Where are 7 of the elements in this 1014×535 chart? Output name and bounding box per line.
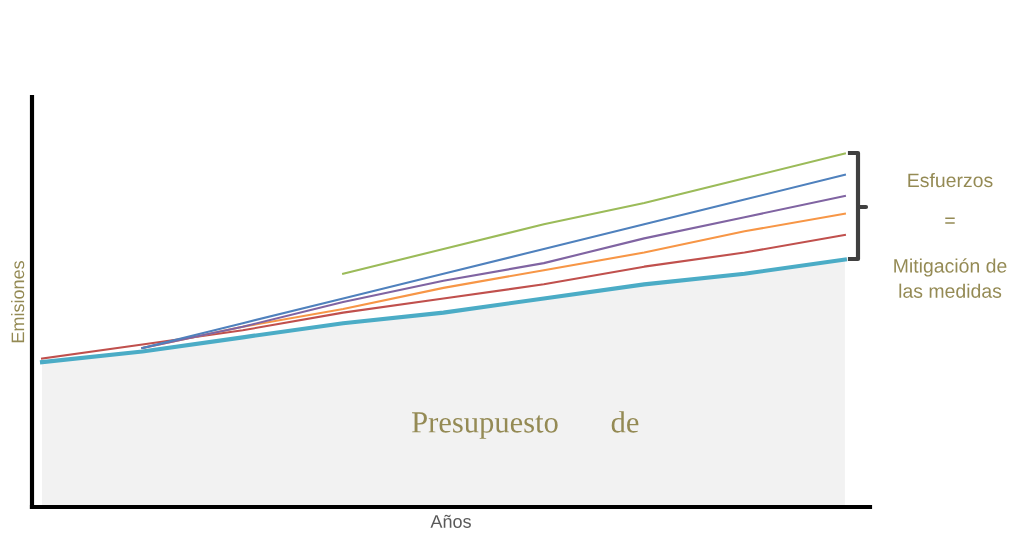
annotation: de xyxy=(611,411,639,433)
text: Esfuerzos xyxy=(908,172,993,188)
text: Mitigación de las medidas xyxy=(894,258,1007,298)
text: = xyxy=(945,217,955,224)
y-axis-title: Emisiones xyxy=(11,261,25,343)
annotation: Presupuesto xyxy=(412,412,558,439)
x-axis-title: Años xyxy=(430,514,471,528)
